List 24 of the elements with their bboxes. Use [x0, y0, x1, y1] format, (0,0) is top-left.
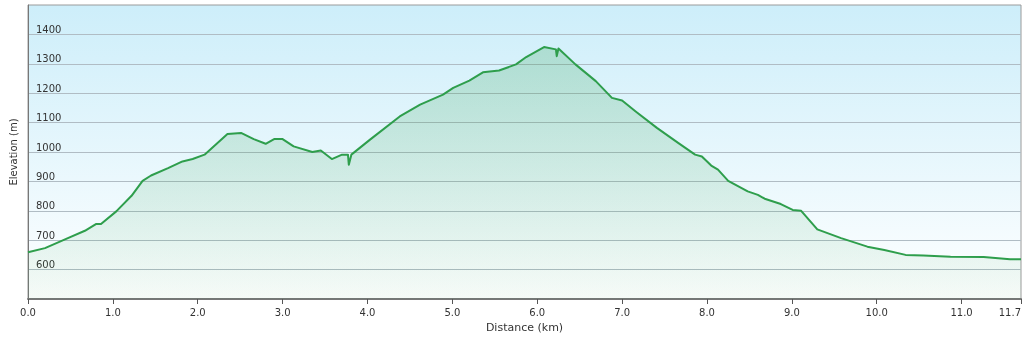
y-tick-label: 900 [36, 170, 56, 182]
x-tick-label: 3.0 [274, 306, 291, 318]
x-tick-label: 11.7 [998, 306, 1021, 318]
x-tick-label: 1.0 [104, 306, 121, 318]
y-tick-label: 600 [36, 259, 56, 271]
x-tick-label: 4.0 [359, 306, 376, 318]
y-tick-label: 800 [36, 200, 56, 212]
x-tick-label: 8.0 [699, 306, 715, 318]
y-tick-label: 1100 [36, 112, 62, 124]
x-tick-label: 9.0 [783, 306, 800, 318]
x-tick-label: 5.0 [444, 306, 461, 318]
x-axis-title: Distance (km) [485, 321, 564, 334]
x-tick-label: 6.0 [529, 306, 546, 318]
y-axis-title: Elevation (m) [7, 118, 19, 186]
x-tick-label: 7.0 [614, 306, 631, 318]
y-tick-label: 1000 [36, 141, 62, 153]
x-tick-label: 0.0 [20, 306, 36, 318]
x-tick-label: 2.0 [189, 306, 206, 318]
y-tick-label: 700 [36, 229, 56, 241]
y-tick-label: 1200 [36, 82, 62, 94]
x-tick-label: 11.0 [950, 306, 973, 318]
y-tick-label: 1300 [36, 53, 62, 65]
x-tick-label: 10.0 [865, 306, 888, 318]
y-tick-label: 1400 [36, 23, 62, 35]
